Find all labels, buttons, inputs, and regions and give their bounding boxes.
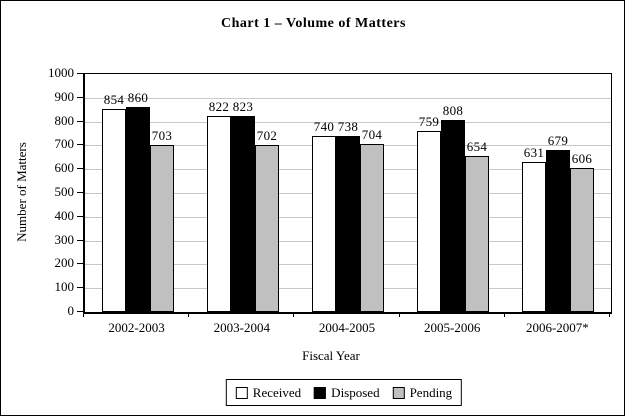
bar-value-label: 679	[547, 133, 569, 148]
y-axis-tick	[77, 215, 83, 217]
y-axis-tick	[77, 144, 83, 146]
y-axis-tick	[77, 168, 83, 170]
bar-received	[522, 162, 546, 312]
x-axis-tick-label: 2003-2004	[213, 320, 270, 335]
x-axis-tick	[188, 312, 189, 317]
x-axis-tick-label: 2002-2003	[108, 320, 165, 335]
y-axis-tick-label: 0	[67, 303, 75, 318]
bar-disposed	[231, 116, 255, 312]
bar-value-label: 740	[313, 119, 335, 134]
bar-value-label: 704	[361, 127, 383, 142]
y-axis-tick	[77, 73, 83, 74]
bar-disposed	[546, 150, 570, 312]
y-axis-tick-label: 700	[54, 136, 75, 152]
y-axis-tick-label: 900	[54, 88, 75, 104]
legend-swatch-pending	[392, 386, 405, 399]
bar-received	[417, 131, 441, 312]
bar-pending	[150, 145, 174, 312]
bar-value-label: 738	[337, 119, 359, 134]
bar-value-label: 702	[256, 128, 278, 143]
x-axis-tick	[504, 312, 505, 317]
legend-item-received: Received	[235, 384, 302, 401]
legend-swatch-received	[235, 386, 248, 399]
legend-swatch-disposed	[314, 386, 327, 399]
y-axis-tick-label: 100	[54, 279, 75, 295]
legend-label: Received	[252, 384, 302, 400]
y-axis-tick	[77, 311, 83, 312]
legend-label: Pending	[409, 384, 453, 400]
x-axis-tick	[83, 312, 84, 317]
chart-title: Chart 1 – Volume of Matters	[221, 16, 406, 31]
bar-value-label: 703	[151, 128, 173, 143]
x-axis-tick	[399, 312, 400, 317]
bar-value-label: 854	[103, 92, 125, 107]
legend-label: Disposed	[331, 384, 380, 400]
bar-pending	[570, 168, 594, 312]
bar-value-label: 759	[418, 114, 440, 129]
y-axis-tick	[77, 239, 83, 241]
gridline	[85, 121, 611, 123]
y-axis-tick	[77, 192, 83, 193]
y-axis-tick	[77, 120, 83, 122]
y-axis-tick-label: 200	[54, 255, 75, 271]
bar-value-label: 631	[523, 145, 545, 160]
bar-received	[312, 136, 336, 312]
bar-disposed	[441, 120, 465, 312]
y-axis-tick-label: 400	[54, 207, 75, 223]
y-axis-tick-label: 500	[54, 184, 75, 199]
y-axis-tick	[77, 287, 83, 289]
x-axis-tick-label: 2006-2007*	[525, 320, 589, 335]
legend-item-disposed: Disposed	[314, 384, 380, 401]
bar-pending	[465, 156, 489, 312]
bar-value-label: 606	[571, 151, 593, 166]
y-axis-tick-label: 1000	[48, 65, 74, 80]
bar-received	[102, 109, 126, 312]
y-axis-tick-label: 600	[54, 160, 75, 176]
x-axis-tick	[609, 312, 610, 317]
y-axis-tick-label: 800	[54, 112, 75, 128]
bar-value-label: 654	[466, 139, 488, 154]
bar-received	[207, 116, 231, 312]
bar-pending	[360, 144, 384, 312]
legend-item-pending: Pending	[392, 384, 453, 401]
bar-disposed	[126, 107, 150, 312]
x-axis-tick-label: 2005-2006	[424, 320, 481, 335]
bar-value-label: 823	[232, 99, 254, 114]
bar-pending	[255, 145, 279, 312]
x-axis-tick	[293, 312, 294, 317]
y-axis-tick	[77, 263, 83, 265]
gridline	[85, 97, 611, 99]
bar-value-label: 808	[442, 103, 464, 118]
legend: Received Disposed Pending	[225, 379, 463, 406]
y-axis-tick	[77, 96, 83, 98]
bar-value-label: 860	[127, 90, 149, 105]
bar-disposed	[336, 136, 360, 312]
x-axis-title: Fiscal Year	[302, 348, 360, 363]
plot-area: 854 860 703 822 823 702 740 738 704 759 808 654 631 6…	[83, 73, 612, 314]
x-axis-tick-label: 2004-2005	[318, 320, 376, 335]
y-axis-tick-label: 300	[54, 231, 75, 247]
bar-value-label: 822	[208, 99, 230, 114]
